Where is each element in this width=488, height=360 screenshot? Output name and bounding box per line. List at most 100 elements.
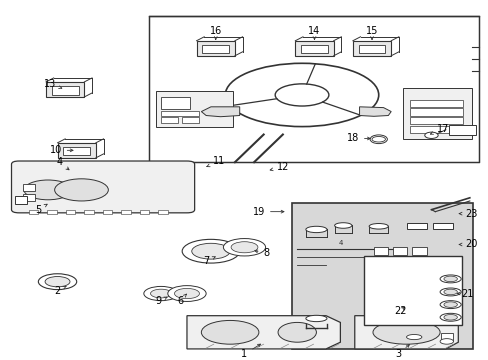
Bar [409, 126, 462, 133]
Bar [364, 256, 461, 325]
Bar [15, 196, 27, 204]
Bar [432, 223, 451, 229]
Circle shape [24, 180, 72, 200]
Circle shape [443, 276, 456, 282]
Text: 14: 14 [308, 26, 320, 40]
Bar [409, 108, 462, 116]
Circle shape [439, 339, 452, 344]
Bar [358, 45, 385, 53]
Ellipse shape [305, 226, 326, 233]
Bar [352, 41, 390, 56]
Text: 4: 4 [56, 157, 69, 170]
Bar [448, 125, 475, 135]
Text: 17: 17 [429, 123, 448, 134]
Polygon shape [201, 107, 239, 117]
Circle shape [371, 136, 385, 142]
Text: 11: 11 [206, 156, 224, 167]
Polygon shape [148, 16, 478, 162]
Bar [295, 41, 333, 56]
Text: 13: 13 [43, 79, 61, 89]
Ellipse shape [305, 315, 326, 321]
Bar [23, 184, 35, 191]
Bar [84, 210, 94, 213]
Circle shape [231, 242, 257, 253]
Bar [46, 82, 84, 97]
Bar [402, 88, 471, 139]
Bar [58, 143, 96, 158]
Bar [121, 210, 131, 213]
Text: 8: 8 [254, 248, 269, 258]
Text: 23: 23 [458, 209, 477, 219]
Ellipse shape [406, 334, 421, 339]
Bar [161, 111, 199, 116]
Bar [409, 117, 462, 124]
Text: 16: 16 [209, 26, 222, 40]
Bar [65, 210, 75, 213]
Ellipse shape [439, 313, 460, 321]
Ellipse shape [439, 275, 460, 283]
Circle shape [275, 84, 328, 106]
Bar [409, 100, 462, 107]
Circle shape [182, 239, 239, 263]
Text: 22: 22 [394, 306, 406, 316]
Bar [23, 194, 35, 201]
Ellipse shape [278, 323, 316, 342]
Circle shape [191, 243, 230, 259]
Circle shape [150, 289, 171, 298]
Text: 20: 20 [458, 239, 477, 249]
Circle shape [225, 63, 378, 127]
Ellipse shape [372, 320, 439, 344]
Circle shape [223, 239, 265, 256]
Bar [52, 86, 79, 95]
Bar [373, 247, 387, 255]
Bar [392, 247, 407, 255]
Bar [102, 210, 112, 213]
Text: 19: 19 [252, 207, 284, 217]
Text: 12: 12 [269, 162, 288, 172]
Text: 3: 3 [394, 345, 408, 359]
Ellipse shape [439, 288, 460, 296]
Circle shape [167, 285, 206, 301]
FancyBboxPatch shape [12, 161, 194, 213]
Text: 15: 15 [365, 26, 377, 40]
Circle shape [45, 276, 70, 287]
Text: 18: 18 [346, 134, 369, 144]
Circle shape [443, 315, 456, 320]
Bar [196, 41, 234, 56]
Ellipse shape [424, 132, 437, 139]
Text: 7: 7 [203, 256, 215, 266]
Circle shape [443, 289, 456, 295]
Polygon shape [186, 316, 340, 349]
Bar [158, 210, 167, 213]
Text: 10: 10 [49, 145, 73, 155]
Bar [202, 45, 229, 53]
Text: 21: 21 [456, 288, 473, 298]
Text: 2: 2 [54, 286, 66, 296]
Ellipse shape [201, 320, 258, 344]
Bar [161, 117, 178, 123]
Ellipse shape [439, 301, 460, 309]
Bar [63, 147, 90, 156]
Text: 6: 6 [177, 294, 186, 306]
Circle shape [38, 274, 77, 289]
Bar [440, 333, 451, 340]
Bar [407, 223, 426, 229]
Ellipse shape [368, 224, 387, 229]
Bar [47, 210, 57, 213]
Bar [301, 45, 327, 53]
Bar [411, 247, 426, 255]
Polygon shape [354, 316, 457, 349]
Circle shape [55, 179, 108, 201]
Text: 4: 4 [338, 240, 342, 246]
Ellipse shape [369, 135, 386, 144]
Circle shape [443, 302, 456, 307]
Text: 5: 5 [35, 204, 47, 215]
Polygon shape [359, 107, 390, 116]
Bar [182, 117, 199, 123]
Text: 1: 1 [241, 344, 260, 359]
Circle shape [174, 288, 199, 299]
Bar [292, 203, 472, 349]
Text: 9: 9 [155, 296, 167, 306]
Ellipse shape [334, 223, 351, 228]
Circle shape [143, 287, 178, 301]
